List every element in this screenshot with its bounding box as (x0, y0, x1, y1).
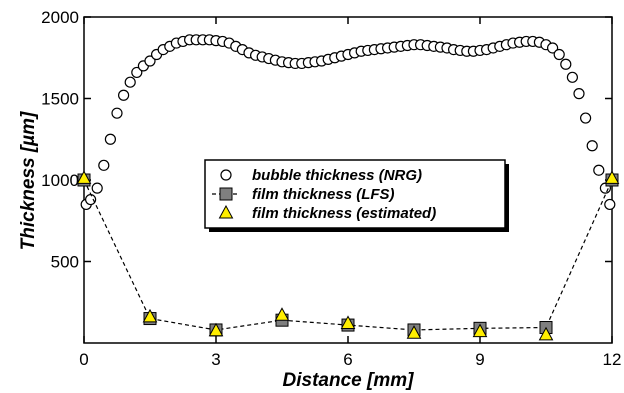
tick-labels: 0 3 6 9 12 500 1000 1500 2000 (41, 8, 621, 369)
legend-box (204, 159, 506, 229)
legend-label: bubble thickness (NRG) (252, 167, 422, 184)
bubble-point (84, 193, 97, 206)
bubble-point (579, 112, 592, 124)
bubble-point (131, 66, 143, 79)
film-thickness-estimated-series (76, 170, 620, 341)
legend-marker (220, 169, 232, 181)
bubble-point (593, 164, 605, 176)
bubble-point (546, 42, 559, 54)
bubble-point (573, 88, 585, 100)
bubble-point (98, 159, 110, 171)
legend: bubble thickness (NRG) film thickness (LF… (204, 159, 509, 232)
x-tick-label: 3 (211, 350, 220, 369)
estimated-point (142, 308, 158, 323)
estimated-point (406, 325, 422, 339)
legend-marker (219, 187, 233, 201)
bubble-point (124, 76, 136, 88)
y-tick-label: 1500 (41, 90, 79, 109)
bubble-point (604, 198, 616, 211)
estimated-point (76, 170, 92, 184)
bubble-point (111, 107, 123, 119)
bubble-point (91, 182, 103, 194)
legend-marker (218, 204, 234, 219)
legend-entry-estimated: film thickness (estimated) (218, 204, 436, 222)
x-tick-label: 12 (603, 350, 622, 369)
bubble-point (586, 140, 598, 152)
legend-label: film thickness (LFS) (252, 186, 395, 203)
bubble-point (117, 89, 130, 101)
y-tick-label: 1000 (41, 171, 79, 190)
legend-entry-bubble: bubble thickness (NRG) (220, 167, 422, 184)
x-tick-label: 6 (343, 350, 352, 369)
legend-label: film thickness (estimated) (252, 205, 436, 222)
bubble-point (104, 133, 117, 145)
estimated-point (538, 326, 554, 341)
estimated-point (208, 322, 224, 337)
estimated-point (274, 307, 290, 321)
y-tick-label: 500 (51, 253, 79, 272)
x-axis-label: Distance [mm] (283, 370, 415, 391)
x-tick-label: 0 (79, 350, 88, 369)
bubble-thickness-series (80, 34, 616, 211)
bubble-point (144, 55, 156, 67)
estimated-point (604, 170, 620, 184)
y-tick-label: 2000 (41, 8, 79, 27)
series-layer (76, 34, 620, 341)
bubble-point (566, 71, 579, 83)
bubble-point (553, 48, 565, 61)
y-axis-title: Thickness [µm] (18, 111, 39, 250)
bubble-point (560, 58, 572, 70)
estimated-point (472, 323, 488, 338)
estimated-point (340, 315, 356, 329)
y-axis-label: Thickness [µm] (18, 111, 39, 250)
legend-entry-lfs: film thickness (LFS) (212, 186, 395, 203)
x-tick-label: 9 (475, 350, 484, 369)
legend-entries: bubble thickness (NRG) film thickness (LF… (212, 167, 436, 222)
